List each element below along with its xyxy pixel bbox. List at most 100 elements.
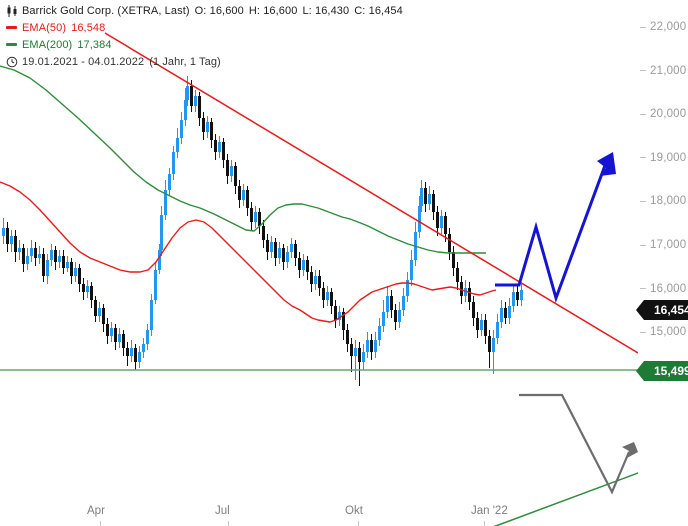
candle-body: [202, 118, 205, 132]
candle-body: [102, 308, 105, 324]
candle-body: [444, 216, 447, 234]
candle-body: [10, 236, 13, 244]
candle-body: [262, 226, 265, 240]
candle-body: [186, 86, 189, 100]
candle-body: [342, 312, 345, 330]
support-price-value: 15,499: [654, 364, 688, 378]
candle-body: [318, 276, 321, 288]
tick-mark-icon: [640, 331, 646, 333]
candle-body: [488, 336, 491, 352]
candle-body: [512, 292, 515, 306]
tick-mark-icon: [640, 244, 646, 246]
candle-body: [2, 228, 5, 236]
candle-body: [82, 284, 85, 292]
candle-body: [484, 320, 487, 336]
candle-body: [460, 282, 463, 296]
candle-body: [274, 242, 277, 258]
candle-body: [180, 120, 183, 138]
candle-body: [428, 194, 431, 204]
candle-body: [134, 348, 137, 362]
uptrend-line: [493, 472, 638, 526]
candle-body: [126, 348, 129, 356]
candle-body: [234, 166, 237, 186]
candle-body: [362, 352, 365, 362]
candle-body: [448, 234, 451, 252]
candle-body: [66, 262, 69, 268]
candle-body: [206, 122, 209, 132]
candle-body: [78, 268, 81, 284]
price-axis-tick-label: 22,000: [650, 21, 687, 33]
candle-body: [176, 138, 179, 152]
candle-body: [310, 272, 313, 284]
chart-plot-area[interactable]: [0, 0, 638, 526]
candle-body: [500, 308, 503, 322]
candle-body: [62, 256, 65, 268]
candle-body: [326, 292, 329, 300]
candle-body: [254, 212, 257, 222]
candle-body: [480, 320, 483, 330]
candle-body: [118, 334, 121, 342]
price-axis-tick-label: 20,000: [650, 108, 687, 121]
candle-body: [456, 268, 459, 282]
price-axis-tick: 18,000: [638, 194, 686, 208]
candle-body: [314, 276, 317, 284]
candle-body: [496, 322, 499, 338]
last-price-badge: 16,454: [636, 300, 688, 320]
candle-body: [432, 194, 435, 212]
candle-body: [130, 348, 133, 356]
forecast-arrow-bullish: [495, 152, 616, 303]
candle-body: [418, 206, 421, 232]
candle-body: [230, 166, 233, 176]
candle-body: [164, 190, 167, 215]
candle-body: [160, 215, 163, 250]
forecast-arrow-bearish: [519, 393, 638, 495]
candle-body: [420, 188, 423, 206]
time-axis-tick-label: Okt: [345, 505, 363, 517]
price-axis-tick-label: 21,000: [650, 64, 687, 77]
tick-mark-icon: [640, 113, 646, 115]
candle-body: [50, 250, 53, 260]
time-axis-tick-mark: [358, 521, 359, 526]
price-axis-tick: 20,000: [638, 107, 686, 121]
price-axis[interactable]: 22,000 21,000 20,000 19,000 18,000 17,000 16,0…: [638, 0, 688, 526]
candle-body: [22, 248, 25, 264]
candle-body: [250, 208, 253, 222]
price-axis-tick-label: 17,000: [650, 239, 687, 251]
candle-body: [390, 296, 393, 310]
candle-body: [54, 250, 57, 262]
price-axis-tick: 21,000: [638, 64, 686, 78]
downtrend-line: [104, 32, 638, 354]
candle-body: [198, 96, 201, 118]
price-axis-tick: 17,000: [638, 238, 686, 252]
candle-body: [410, 260, 413, 280]
candle-body: [406, 280, 409, 296]
price-axis-tick: 15,000: [638, 325, 686, 339]
candle-body: [298, 258, 301, 270]
candle-body: [110, 328, 113, 336]
candle-body: [98, 308, 101, 316]
candle-body: [30, 248, 33, 256]
candle-body: [214, 140, 217, 152]
candle-body: [146, 330, 149, 344]
candle-body: [14, 236, 17, 252]
candle-body: [492, 338, 495, 352]
candle-body: [476, 318, 479, 330]
price-axis-tick-label: 16,000: [650, 282, 687, 295]
candle-body: [190, 86, 193, 106]
candle-body: [386, 296, 389, 312]
candle-body: [394, 310, 397, 322]
candle-body: [138, 352, 141, 362]
candle-body: [226, 160, 229, 176]
tick-mark-icon: [640, 70, 646, 72]
candle-body: [330, 292, 333, 306]
price-axis-tick: 22,000: [638, 20, 686, 34]
candle-body: [354, 348, 357, 356]
candle-body: [436, 212, 439, 228]
chart-canvas[interactable]: [0, 0, 638, 526]
candle-body: [42, 254, 45, 276]
candle-body: [266, 240, 269, 252]
price-axis-tick-label: 18,000: [650, 195, 687, 208]
candle-body: [504, 308, 507, 318]
candle-body: [90, 286, 93, 300]
candle-body: [440, 216, 443, 228]
